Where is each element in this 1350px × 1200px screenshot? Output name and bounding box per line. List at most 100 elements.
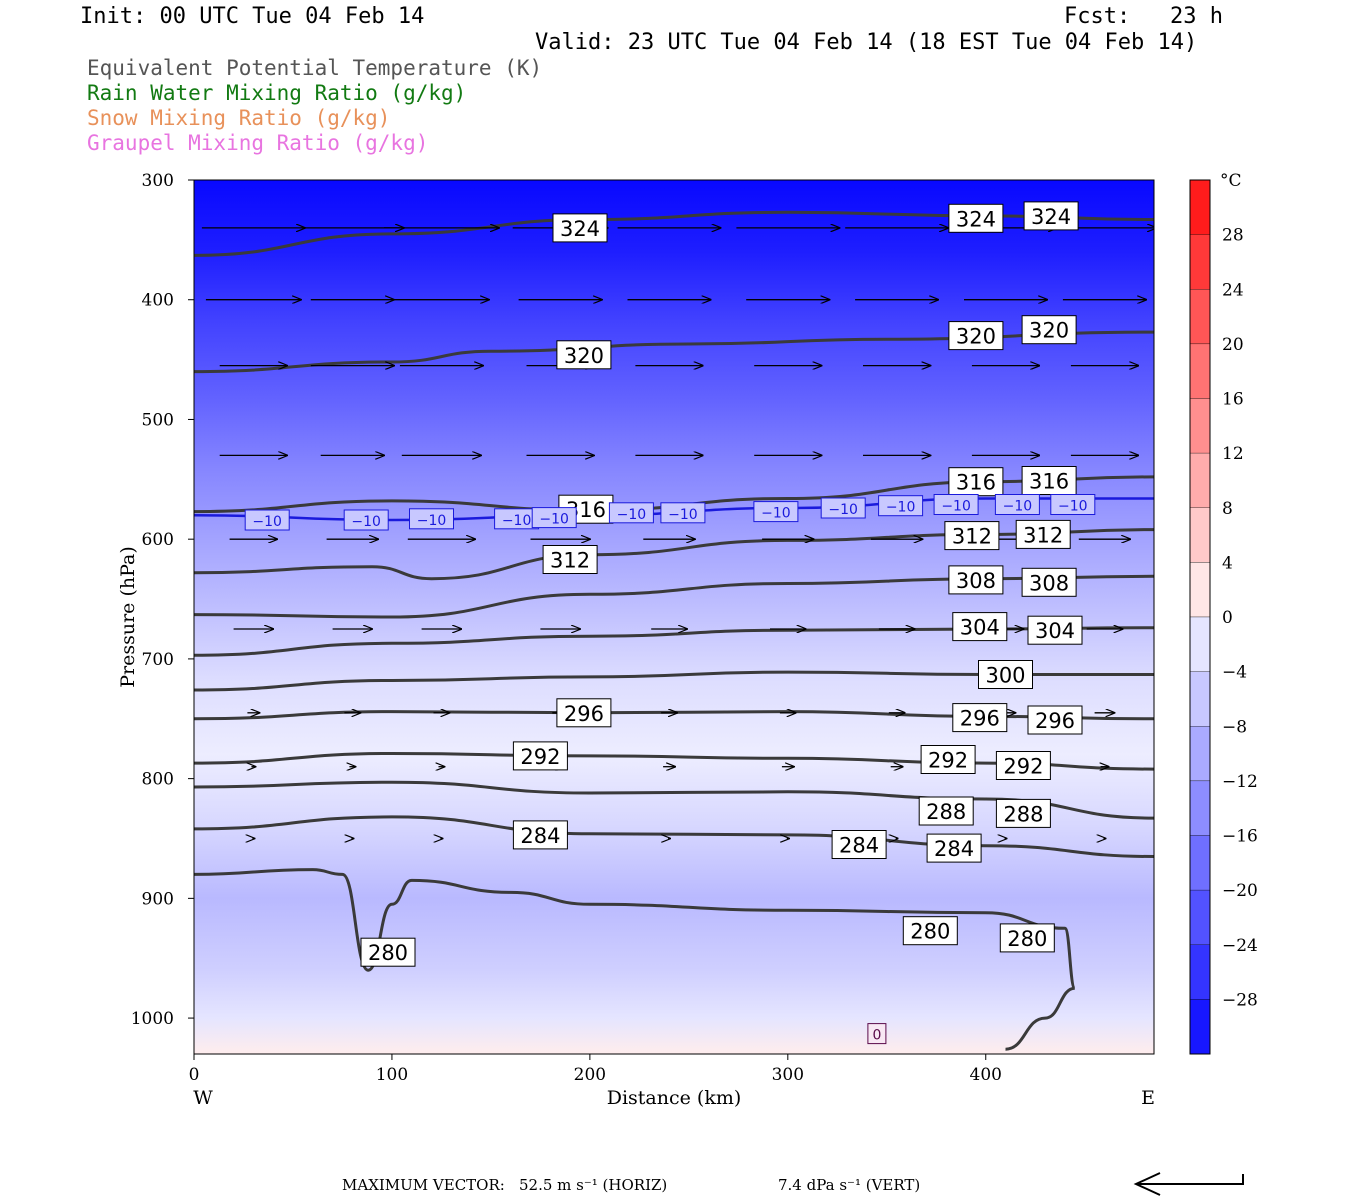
svg-text:284: 284	[934, 837, 974, 861]
theta-e-label: 296	[1027, 705, 1083, 735]
svg-text:308: 308	[1029, 571, 1069, 595]
svg-text:−10: −10	[417, 513, 447, 529]
svg-text:−10: −10	[1058, 499, 1088, 515]
colorbar-tick-label: 12	[1222, 444, 1244, 464]
temperature-label: −10	[409, 508, 454, 530]
svg-text:324: 324	[1031, 205, 1071, 229]
theta-e-label: 296	[556, 698, 612, 728]
temperature-label: −10	[660, 502, 706, 524]
colorbar-segment	[1189, 616, 1211, 672]
colorbar-segment	[1189, 944, 1211, 1000]
colorbar-segment	[1189, 234, 1211, 290]
theta-e-label: 320	[1021, 315, 1077, 345]
svg-text:284: 284	[839, 834, 879, 858]
x-tick-label: 100	[376, 1065, 408, 1085]
svg-text:292: 292	[520, 745, 560, 769]
theta-e-label: 284	[926, 833, 982, 863]
svg-text:320: 320	[564, 344, 604, 368]
legend-snow-mixing-ratio: Snow Mixing Ratio (g/kg)	[87, 106, 391, 130]
colorbar-tick-label: −4	[1222, 663, 1247, 683]
theta-e-label: 312	[542, 545, 598, 574]
svg-text:308: 308	[956, 569, 996, 593]
svg-text:−10: −10	[502, 513, 532, 529]
colorbar-segment	[1189, 452, 1211, 508]
svg-text:316: 316	[956, 471, 996, 495]
colorbar-segment	[1189, 398, 1211, 454]
temperature-label: −10	[244, 509, 290, 531]
colorbar-tick-label: −20	[1222, 881, 1258, 901]
colorbar-unit: °C	[1220, 171, 1242, 191]
temperature-label: −10	[608, 502, 654, 524]
theta-e-label: 288	[918, 796, 974, 826]
legend-graupel-mixing-ratio: Graupel Mixing Ratio (g/kg)	[87, 131, 429, 155]
colorbar-tick-label: 20	[1222, 335, 1244, 355]
theta-e-contour-280	[194, 868, 1077, 1051]
y-tick-label: 1000	[131, 1009, 174, 1029]
temperature-label: −10	[343, 509, 389, 531]
svg-text:280: 280	[368, 941, 408, 965]
theta-e-label: 300	[978, 660, 1033, 689]
theta-e-label: 280	[902, 916, 958, 946]
init-time: Init: 00 UTC Tue 04 Feb 14	[80, 4, 425, 29]
y-tick-label: 500	[142, 410, 174, 430]
svg-text:296: 296	[1035, 709, 1075, 733]
theta-e-label: 296	[952, 703, 1008, 733]
svg-text:−10: −10	[252, 514, 282, 530]
theta-e-label: 280	[360, 937, 416, 967]
theta-e-label: 308	[948, 565, 1004, 595]
theta-e-label: 320	[556, 340, 612, 370]
east-label: E	[1141, 1087, 1155, 1109]
colorbar-tick-label: −12	[1222, 772, 1258, 792]
svg-text:−10: −10	[668, 507, 698, 523]
temperature-label: −10	[878, 495, 924, 517]
theta-e-label: 304	[952, 612, 1008, 642]
colorbar-tick-label: 8	[1222, 499, 1233, 519]
svg-text:296: 296	[564, 702, 604, 726]
x-tick-label: 300	[772, 1065, 804, 1085]
svg-text:−10: −10	[941, 499, 971, 515]
colorbar-tick-label: −8	[1222, 717, 1247, 737]
colorbar-segment	[1189, 889, 1211, 945]
y-tick-label: 600	[142, 530, 174, 550]
theta-e-label: 288	[995, 798, 1051, 828]
y-tick-label: 700	[142, 650, 174, 670]
svg-text:324: 324	[560, 217, 600, 241]
colorbar-tick-label: −28	[1222, 990, 1258, 1010]
plot-frame	[193, 179, 1155, 1055]
colorbar-tick-label: 16	[1222, 390, 1244, 410]
svg-text:0: 0	[872, 1028, 881, 1044]
svg-text:292: 292	[1003, 755, 1043, 779]
colorbar-segment	[1189, 289, 1211, 345]
theta-e-label: 324	[1023, 201, 1079, 231]
colorbar-tick-label: 24	[1222, 280, 1244, 300]
forecast-hour: Fcst: 23 h	[1064, 4, 1223, 29]
theta-e-label: 292	[995, 751, 1051, 780]
colorbar-segment	[1189, 562, 1211, 618]
svg-text:312: 312	[550, 549, 590, 573]
svg-text:316: 316	[1029, 470, 1069, 494]
west-label: W	[193, 1087, 213, 1109]
y-axis-label: Pressure (hPa)	[117, 546, 139, 688]
colorbar-segment	[1189, 671, 1211, 727]
colorbar-frame	[1189, 179, 1211, 1055]
svg-text:−10: −10	[351, 514, 381, 530]
colorbar-segment	[1189, 179, 1211, 235]
temperature-label: −10	[531, 507, 577, 529]
svg-text:296: 296	[960, 707, 1000, 731]
svg-text:280: 280	[910, 920, 950, 944]
svg-text:320: 320	[956, 325, 996, 349]
temperature-label: −10	[994, 494, 1040, 515]
svg-text:284: 284	[520, 824, 560, 848]
y-tick-label: 900	[142, 889, 174, 909]
colorbar-tick-label: 0	[1222, 608, 1233, 628]
valid-time: Valid: 23 UTC Tue 04 Feb 14 (18 EST Tue …	[535, 30, 1198, 55]
theta-e-label: 312	[1015, 519, 1071, 549]
svg-text:−10: −10	[539, 512, 569, 528]
theta-e-label: 292	[920, 745, 976, 774]
max-vector-horizontal: 52.5 m s⁻¹ (HORIZ)	[519, 1176, 668, 1194]
temperature-label: −10	[820, 497, 866, 519]
theta-e-contour-284	[194, 815, 1154, 858]
svg-text:280: 280	[1007, 927, 1047, 951]
colorbar-segment	[1189, 507, 1211, 563]
legend-equivalent-potential-temperature: Equivalent Potential Temperature (K)	[87, 56, 543, 80]
